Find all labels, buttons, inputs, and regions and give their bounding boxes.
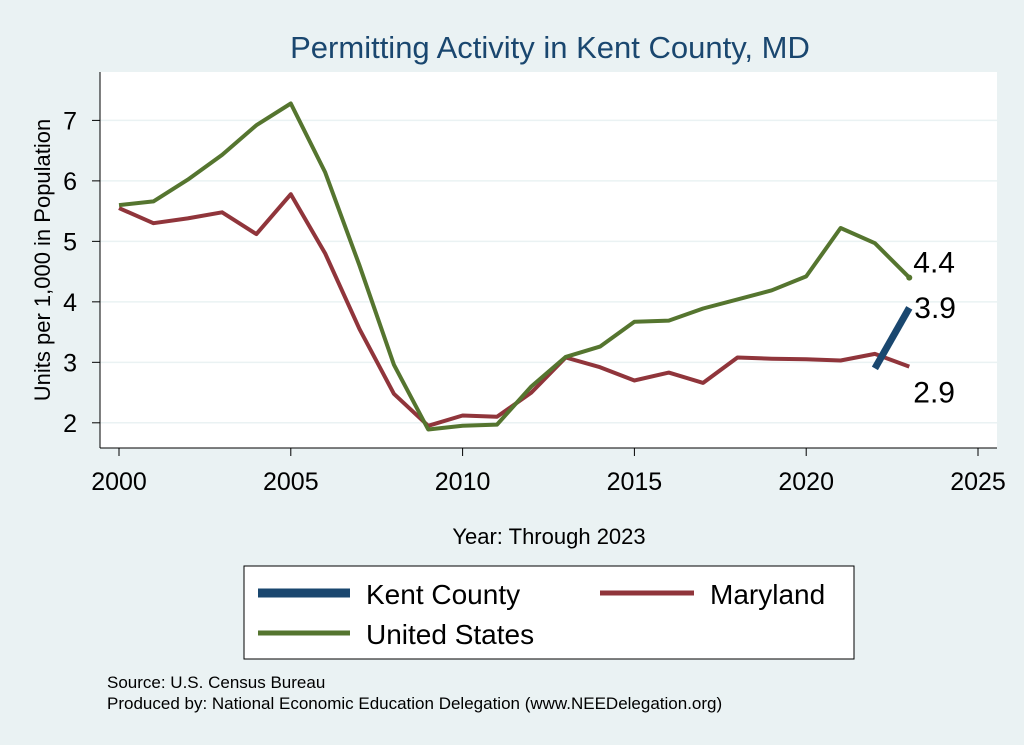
x-tick-label-2025: 2025 bbox=[950, 468, 1006, 496]
gridlines bbox=[100, 119, 997, 424]
end-label-kent-county: 3.9 bbox=[914, 292, 956, 325]
y-tick-labels: 2 3 4 5 6 7 bbox=[63, 107, 77, 437]
produced-by-note: Produced by: National Economic Education… bbox=[107, 694, 722, 713]
end-point-united-states bbox=[906, 274, 913, 281]
series-line-kent-county bbox=[871, 306, 913, 371]
legend-box bbox=[243, 565, 855, 660]
x-tick-label-2020: 2020 bbox=[778, 468, 834, 496]
legend-label-kent-county: Kent County bbox=[366, 579, 520, 610]
x-tick-label-2015: 2015 bbox=[607, 468, 663, 496]
x-tick-label-2005: 2005 bbox=[263, 468, 319, 496]
end-label-united-states: 4.4 bbox=[913, 247, 955, 280]
y-tick-label-7: 7 bbox=[63, 107, 77, 135]
end-labels: 3.9 2.9 4.4 bbox=[913, 247, 956, 410]
x-tick-label-2010: 2010 bbox=[435, 468, 491, 496]
end-label-maryland: 2.9 bbox=[913, 377, 955, 410]
plot-area bbox=[100, 72, 997, 448]
chart-title: Permitting Activity in Kent County, MD bbox=[290, 30, 810, 65]
y-tick-label-4: 4 bbox=[63, 289, 77, 317]
y-tick-label-2: 2 bbox=[63, 410, 77, 438]
y-tick-label-6: 6 bbox=[63, 168, 77, 196]
x-tick-labels: 2000 2005 2010 2015 2020 2025 bbox=[91, 468, 1006, 496]
y-axis-title: Units per 1,000 in Population bbox=[30, 119, 55, 402]
legend-label-united-states: United States bbox=[366, 619, 534, 650]
x-tick-label-2000: 2000 bbox=[91, 468, 147, 496]
axes bbox=[92, 72, 997, 456]
source-note: Source: U.S. Census Bureau bbox=[107, 673, 325, 692]
series-line-united-states bbox=[118, 101, 911, 432]
series-lines bbox=[118, 101, 913, 432]
legend: Kent County Maryland United States bbox=[243, 565, 855, 660]
y-tick-label-5: 5 bbox=[63, 228, 77, 256]
x-axis-title: Year: Through 2023 bbox=[452, 524, 645, 549]
legend-label-maryland: Maryland bbox=[710, 579, 825, 610]
y-tick-label-3: 3 bbox=[63, 349, 77, 377]
